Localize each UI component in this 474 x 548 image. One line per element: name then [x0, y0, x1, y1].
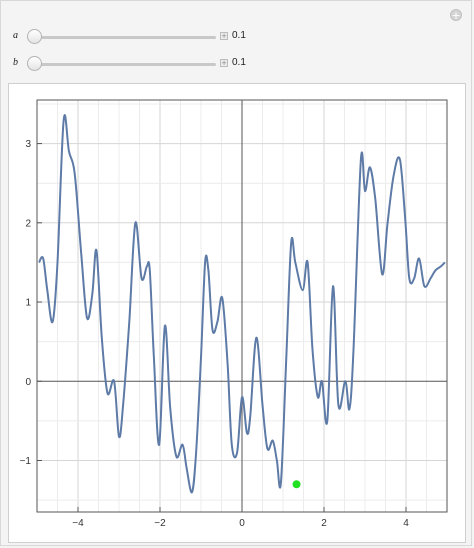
add-controls-icon[interactable]: +: [450, 9, 462, 22]
minimum-point-marker: [292, 480, 301, 489]
function-curve: [38, 114, 446, 494]
plot-area: −4 −2 0 2 4 −1 0 1 2 3: [8, 83, 466, 543]
y-tick-label: −1: [20, 456, 32, 467]
x-tick-label: 2: [321, 518, 327, 529]
y-tick-label: 2: [25, 218, 31, 229]
slider-track-a[interactable]: [28, 36, 216, 39]
x-tick-label: −4: [72, 518, 84, 529]
slider-row-a: a + 0.1: [1, 27, 474, 47]
slider-value-a: 0.1: [232, 30, 246, 41]
function-plot: −4 −2 0 2 4 −1 0 1 2 3: [20, 99, 448, 529]
x-tick-label: 0: [239, 518, 245, 529]
slider-value-b: 0.1: [232, 57, 246, 68]
slider-expand-icon-b[interactable]: +: [220, 59, 228, 67]
slider-thumb-a[interactable]: [27, 29, 42, 44]
y-tick-label: 0: [25, 377, 31, 388]
x-tick-label: 4: [403, 518, 409, 529]
y-tick-label: 3: [25, 139, 31, 150]
slider-label-a: a: [13, 30, 18, 41]
slider-track-b[interactable]: [28, 63, 216, 66]
x-tick-label: −2: [154, 518, 166, 529]
slider-thumb-b[interactable]: [27, 56, 42, 71]
slider-expand-icon-a[interactable]: +: [220, 32, 228, 40]
y-tick-label: 1: [25, 298, 31, 309]
slider-label-b: b: [13, 57, 18, 68]
slider-row-b: b + 0.1: [1, 54, 474, 74]
